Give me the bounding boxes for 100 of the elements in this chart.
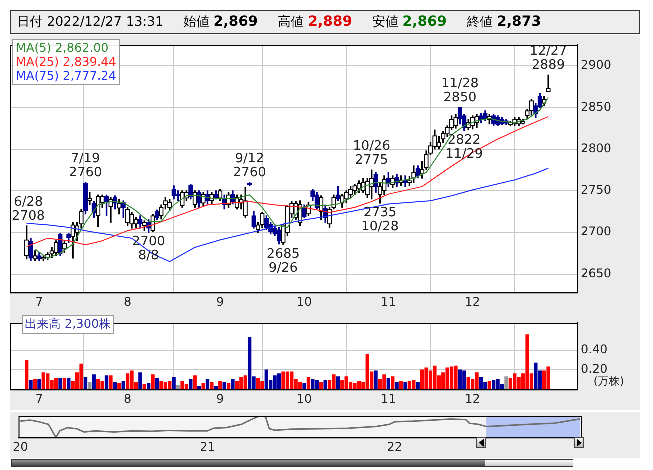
bar [324,380,328,390]
bar [80,364,84,390]
bar [109,376,113,390]
bar [118,383,122,390]
bar [122,381,126,390]
bar [302,383,306,390]
x-tick-label: 9 [216,294,224,309]
x-tick-label: 9 [216,392,224,406]
bar [420,370,424,390]
y-tick-label: 2700 [581,224,612,239]
bar [58,378,62,390]
bar [416,382,420,390]
bar [466,378,470,390]
bar [206,380,210,390]
bar [62,378,67,390]
bar [240,378,244,390]
bar [546,366,550,390]
bar [353,383,357,390]
y-tick-label: 2650 [581,266,612,280]
bar [273,376,277,390]
bar [290,372,294,390]
bar [404,382,408,390]
bar [412,380,416,390]
bar [513,374,517,390]
bar [357,381,362,390]
bar [282,372,286,390]
bar [479,378,484,390]
bar [104,376,109,390]
bar [100,381,104,390]
bar [264,370,268,390]
bar [168,381,172,390]
bar [189,380,193,390]
bar [344,376,348,390]
bar [160,381,164,390]
bar [386,378,390,390]
bar [424,368,428,390]
bar [155,378,160,390]
bar [260,381,264,390]
bar [395,382,399,390]
bar [340,380,344,390]
bar [492,380,496,390]
bar [218,381,222,390]
bar [433,366,437,390]
annotation: 2685 9/26 [266,246,300,276]
bar [176,385,180,390]
bar [54,378,58,390]
text: 終値 2,873 [466,14,542,30]
bar [96,380,100,390]
bar [88,382,92,390]
bar [46,374,50,390]
bar [374,370,378,390]
y-tick-label: 0.20 [581,362,608,376]
bar [113,382,118,390]
y-tick-label: 2800 [581,141,612,156]
bar [366,354,370,390]
bar [244,376,248,390]
text: MA(25) 2,839.44 [16,55,116,69]
bar [193,376,197,390]
text: 高値 2,889 [278,14,353,30]
bar [210,382,214,390]
bar [454,366,458,390]
y-tick-label: 2850 [581,100,612,114]
bar [446,368,450,390]
x-tick-label: 21 [200,440,216,454]
x-tick-label: 8 [124,294,132,309]
bar [475,372,479,390]
bar [458,370,462,390]
bar [408,381,412,390]
bar [504,376,508,390]
bar [488,381,492,390]
x-tick-label: 20 [12,440,28,454]
annotation: 7/19 2760 [69,152,102,181]
annotation: 11/28 2850 [441,76,479,106]
annotation: 9/12 2760 [233,152,266,181]
bar [517,378,521,390]
x-tick-label: 8 [124,392,132,406]
bar [84,378,88,390]
x-tick-label: 7 [36,392,44,406]
bar [315,380,319,390]
bar [399,381,404,390]
x-tick-label: 10 [296,294,312,309]
bar [38,380,42,390]
bar [42,372,46,390]
y-tick-label: 2900 [581,58,612,72]
bar [286,372,290,390]
bar [496,380,500,390]
text: 安値 2,869 [372,14,447,30]
bar [138,372,142,390]
candlestick [546,74,551,92]
x-tick-label: 10 [296,392,312,406]
annotation: 2735 10/28 [362,205,399,234]
chart-title: 出来高 2,300株 [22,315,114,334]
bar [336,376,340,390]
bar [67,378,71,390]
y-tick-label: 0.40 [581,342,608,357]
bar [256,378,260,390]
bar [151,374,155,390]
bar [534,362,538,390]
bar [332,374,336,390]
bar [226,383,231,390]
